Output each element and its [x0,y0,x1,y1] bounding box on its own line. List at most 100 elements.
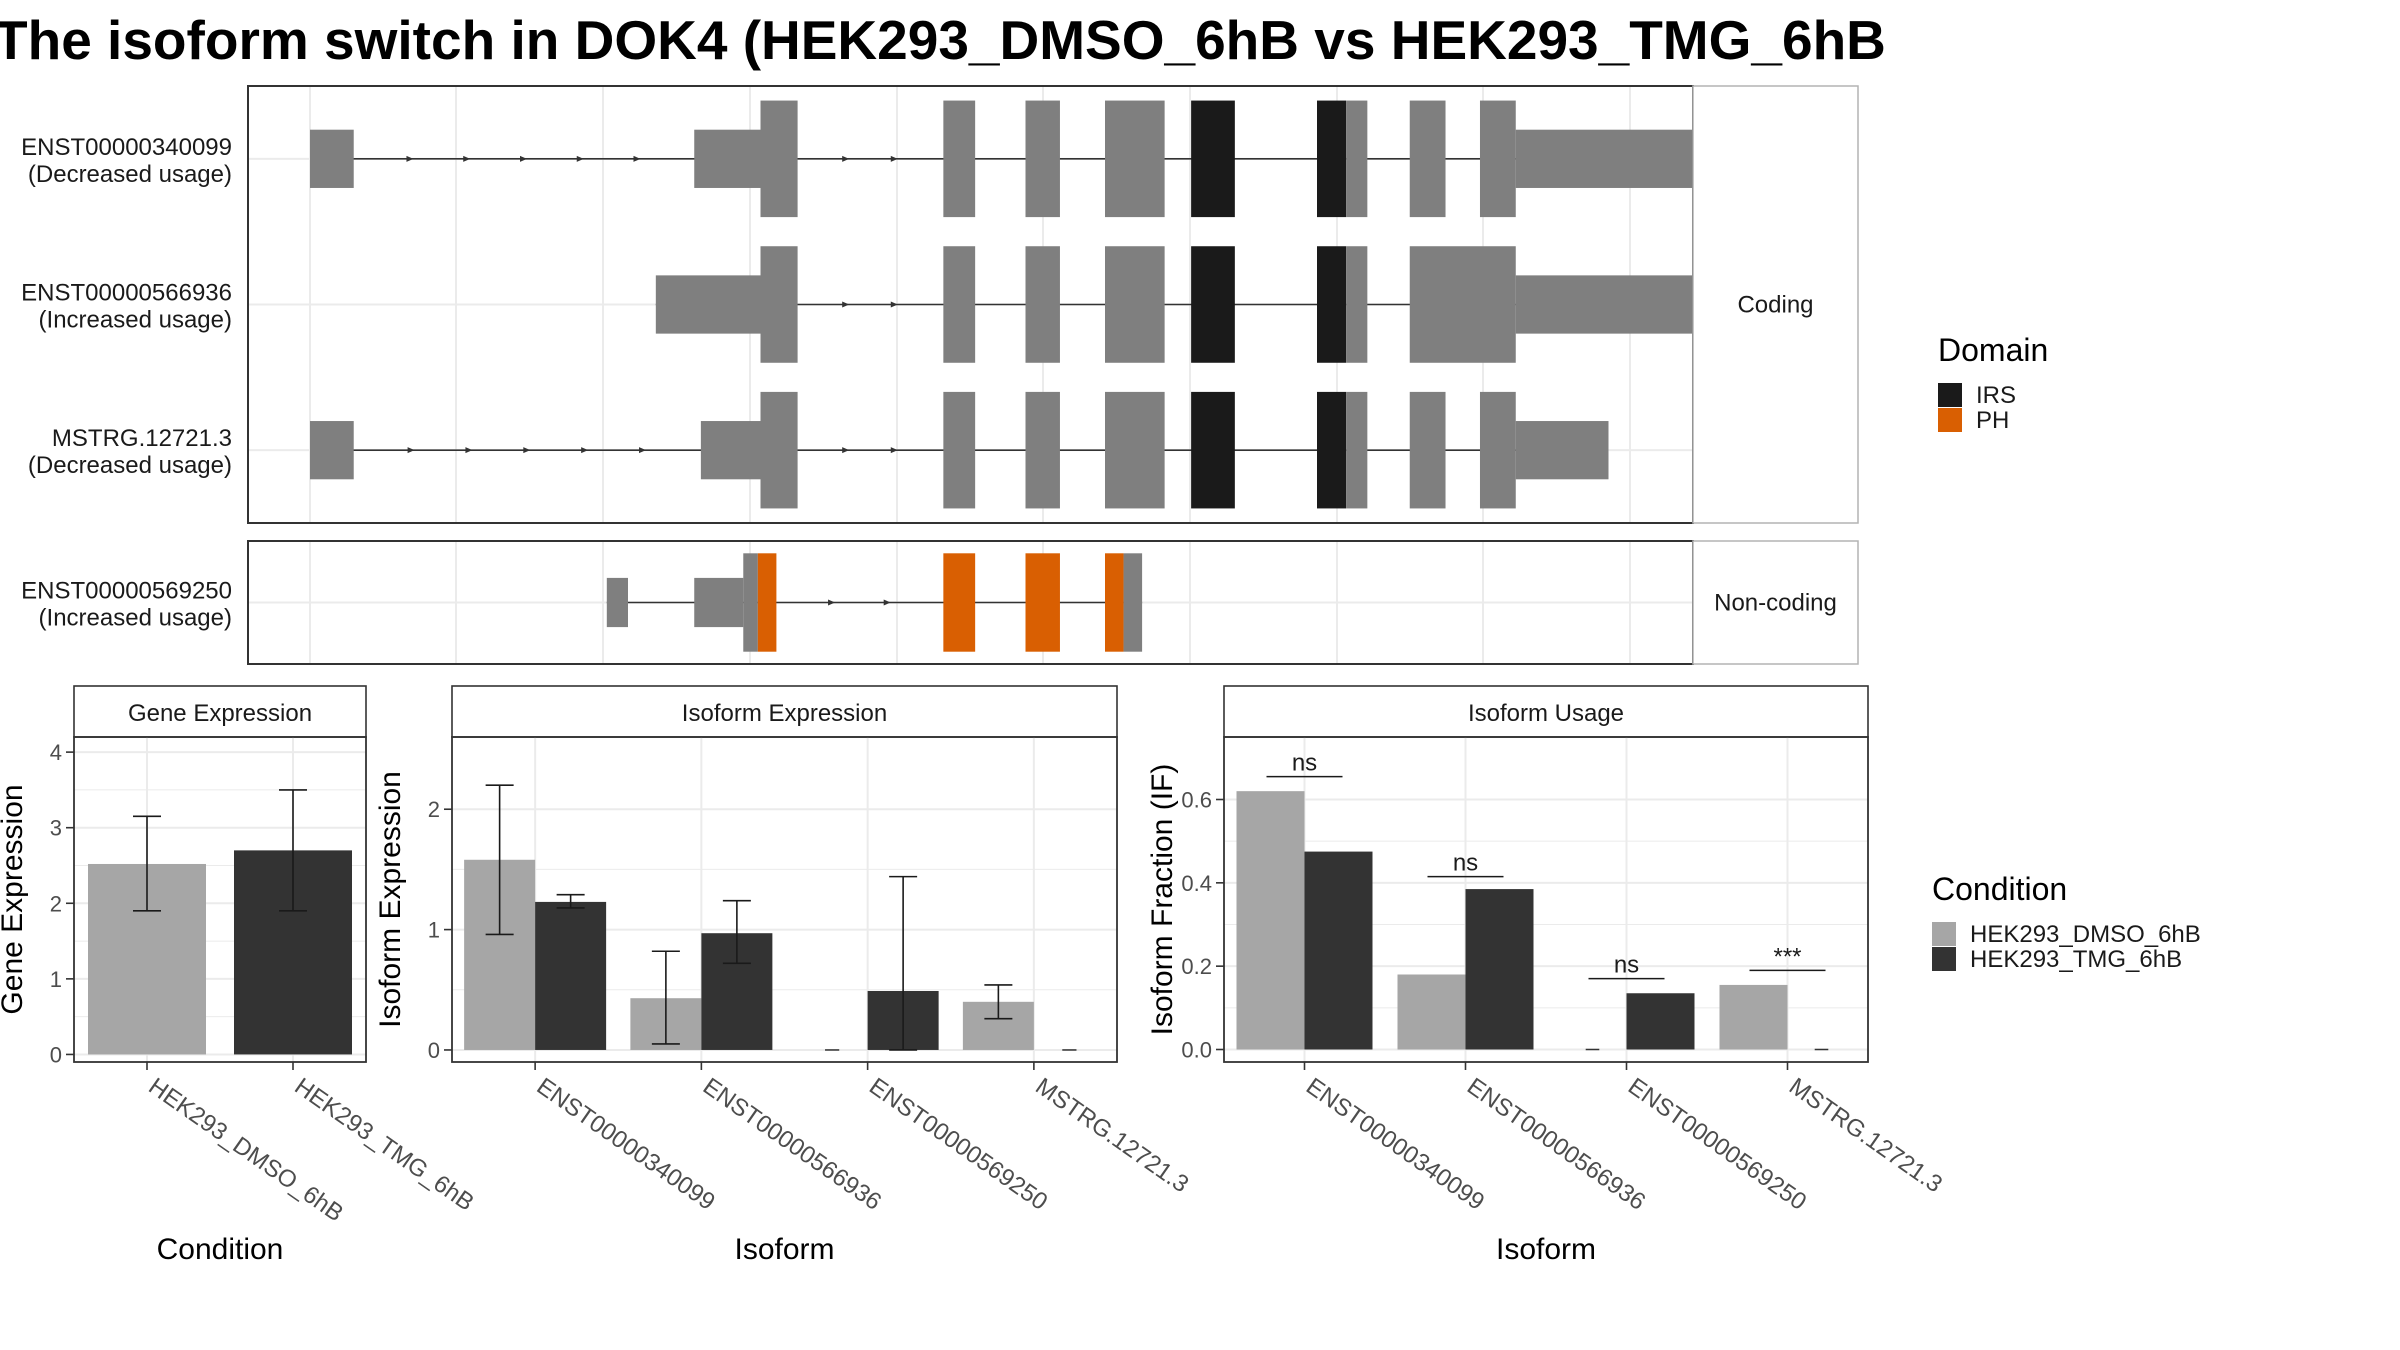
panel-border [73,736,367,1063]
transcript-MSTRG.12721.3: MSTRG.12721.3(Decreased usage) [28,391,1609,509]
significance-label: ns [1292,750,1317,777]
exon-utr [1515,275,1719,334]
bar-panel-isoform-expression: Isoform Expression012ENST00000340099ENST… [374,685,1193,1266]
intron-direction-arrow [842,301,850,308]
x-tick-label: MSTRG.12721.3 [1784,1073,1947,1198]
y-tick-label: 0.2 [1181,954,1212,979]
legend-label: PH [1976,407,2009,434]
transcript-usage-label: (Decreased usage) [28,161,232,188]
intron-direction-arrow [576,155,584,162]
intron-direction-arrow [407,447,415,454]
bar [1236,791,1305,1050]
panel-strip [73,685,367,738]
significance-label: *** [1773,943,1801,970]
bar [1397,974,1466,1050]
y-tick-label: 2 [50,891,62,916]
panel-border [451,736,1118,1063]
intron-direction-arrow [581,447,589,454]
strip-background [1692,540,1859,665]
x-tick-label: ENST00000566936 [1462,1073,1650,1216]
legend-key [1932,947,1956,971]
exon-cds [1346,391,1368,509]
transcript-ENST00000340099: ENST00000340099(Decreased usage) [21,100,1699,218]
transcript-usage-label: (Increased usage) [39,605,232,632]
exon-cds [943,100,976,218]
transcript-usage-label: (Decreased usage) [28,452,232,479]
exon-cds [1346,100,1368,218]
exon-irs [1317,391,1347,509]
exon-utr [310,129,354,188]
exon-cds [1409,100,1446,218]
intron-direction-arrow [633,155,641,162]
exon-cds [1409,391,1446,509]
y-tick-label: 2 [428,797,440,822]
x-axis-title: Isoform [1496,1233,1596,1266]
exon-cds [1105,391,1165,509]
exon-cds [1479,100,1516,218]
exon-ph [943,553,976,652]
y-tick-label: 1 [428,918,440,943]
y-tick-label: 4 [50,740,62,765]
legend-label: IRS [1976,382,2016,409]
bar [535,901,607,1050]
x-tick-label: ENST00000569250 [864,1073,1052,1216]
exon-cds [760,246,798,363]
intron-direction-arrow [828,599,836,606]
intron-direction-arrow [463,155,471,162]
intron-direction-arrow [639,447,647,454]
exon-irs [1191,391,1235,509]
legend-label: HEK293_DMSO_6hB [1970,921,2201,948]
x-tick-label: ENST00000566936 [698,1073,886,1216]
exon-cds [1105,100,1165,218]
exon-cds [1479,391,1516,509]
exon-utr [694,577,744,628]
strip-label: Coding [1737,292,1813,319]
y-tick-label: 0.0 [1181,1038,1212,1063]
exon-ph [1025,553,1060,652]
y-axis-title: Gene Expression [0,784,29,1014]
strip-label: Non-coding [1714,590,1837,617]
legend-key [1932,922,1956,946]
strip-background [1692,85,1859,524]
intron-direction-arrow [890,301,898,308]
gene-structure-panel-coding: ENST00000340099(Decreased usage) ENST0000… [21,85,1859,524]
transcript-ENST00000569250: ENST00000569250(Increased usage) [21,553,1143,652]
y-tick-label: 0 [428,1038,440,1063]
x-tick-label: ENST00000569250 [1623,1073,1811,1216]
exon-utr [700,421,761,480]
significance-label: ns [1614,952,1639,979]
exon-ph [757,553,777,652]
exon-utr [1515,129,1699,188]
panel-title: Isoform Usage [1468,700,1624,727]
intron-direction-arrow [842,447,850,454]
intron-direction-arrow [883,599,891,606]
intron-direction-arrow [842,155,850,162]
transcript-label: MSTRG.12721.3 [52,425,232,452]
exon-cds [1409,246,1516,363]
intron-direction-arrow [890,155,898,162]
exon-cds [943,391,976,509]
transcript-ENST00000566936: ENST00000566936(Increased usage) [21,246,1719,363]
page-title: The isoform switch in DOK4 (HEK293_DMSO_… [0,9,1886,71]
exon-irs [1317,246,1347,363]
exon-cds [1105,246,1165,363]
x-tick-label: MSTRG.12721.3 [1030,1073,1193,1198]
exon-ph [1105,553,1124,652]
exon-cds [1123,553,1143,652]
panel-strip [451,685,1118,738]
legend-key [1938,383,1962,407]
y-tick-label: 3 [50,816,62,841]
significance-label: ns [1453,850,1478,877]
exon-irs [1191,246,1235,363]
exon-utr [310,421,354,480]
intron-direction-arrow [523,447,531,454]
gene-structure-panel-non-coding: ENST00000569250(Increased usage) Non-codi… [21,540,1859,665]
panel-title: Gene Expression [128,700,312,727]
panel-title: Isoform Expression [682,700,887,727]
exon-cds [743,553,758,652]
x-tick-label: ENST00000340099 [1301,1073,1489,1216]
y-axis-title: Isoform Expression [374,771,407,1028]
exon-utr [1515,421,1609,480]
